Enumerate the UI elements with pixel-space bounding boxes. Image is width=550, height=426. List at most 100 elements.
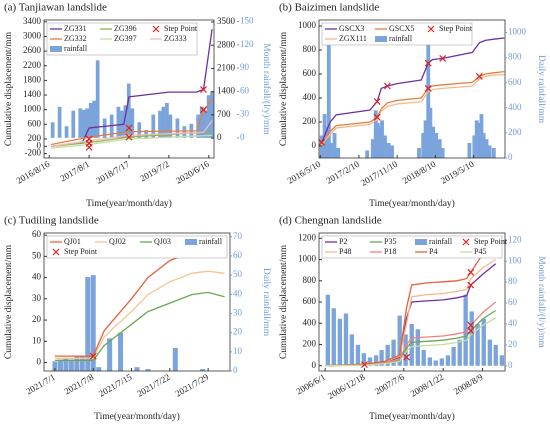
legend-label: rainfall: [389, 34, 413, 43]
y-tick-label: 0: [37, 357, 42, 367]
step-point: [467, 281, 475, 289]
rain-bar: [331, 308, 336, 366]
step-point: [475, 72, 483, 80]
rain-bar: [445, 355, 451, 366]
rain-bar: [328, 142, 333, 158]
y-tick-label: 0: [312, 360, 317, 370]
rain-bar: [487, 339, 493, 366]
panel-title: (b) Baizimen landslide: [279, 2, 379, 14]
rain-bar: [343, 313, 349, 366]
x-axis-label: Time(year/month/day): [86, 198, 172, 209]
y-tick-label: 1800: [23, 74, 42, 84]
y-tick-label: 200: [28, 133, 42, 143]
legend-box: [46, 22, 198, 56]
rain-bar: [373, 110, 378, 158]
y2-axis-label: Month rainfall/(l/y)/mm: [261, 43, 272, 135]
legend-label: ZG396: [114, 24, 137, 33]
rain-bar: [57, 359, 63, 371]
rain-bar: [434, 132, 439, 158]
y3-tick-label: 700: [217, 109, 231, 119]
rain-bar: [200, 369, 206, 371]
step-point: [361, 361, 368, 369]
y2-tick-label: 120: [508, 234, 522, 244]
rain-bar: [457, 339, 462, 366]
y-tick-label: 20: [32, 314, 42, 324]
y2-tick-label: 400: [508, 102, 522, 112]
legend-label: ZG331: [64, 24, 87, 33]
y-tick-label: 0: [312, 140, 317, 150]
rain-bar: [427, 357, 432, 366]
rain-bar: [390, 145, 395, 158]
legend-swatch: [50, 46, 62, 52]
y-axis-label: Cumulative displacement/mm: [4, 31, 14, 146]
x-tick-label: 2021/7/22: [135, 372, 172, 399]
legend-label: P2: [339, 237, 347, 246]
rain-bar: [74, 355, 80, 371]
x-tick-label: 2020/6/16: [174, 159, 211, 186]
legend-label: QJ03: [154, 237, 171, 246]
rain-bar: [383, 135, 387, 158]
y3-tick-label: 3500: [217, 16, 236, 26]
rain-bar: [373, 355, 379, 366]
step-point: [383, 82, 391, 90]
rain-bar: [440, 147, 445, 158]
y2-tick-label: 800: [508, 52, 522, 62]
legend-label: rainfall: [199, 237, 223, 246]
step-point: [467, 321, 475, 329]
y2-tick-label: 50: [233, 269, 243, 279]
step-point: [403, 353, 411, 361]
rain-bar: [144, 130, 149, 138]
rain-bar: [437, 139, 442, 158]
step-point: [85, 143, 93, 151]
rain-bar: [433, 360, 438, 366]
x-tick-label: 2021/7/8: [63, 372, 96, 397]
rain-bar: [428, 107, 433, 158]
y2-tick-label: 90: [240, 62, 250, 72]
rain-bar: [491, 147, 496, 158]
rain-bar: [391, 339, 396, 366]
rain-bar: [463, 294, 468, 366]
rain-bar: [126, 83, 131, 138]
y-tick-label: 30: [32, 293, 42, 303]
x-tick-label: 2007/7/6: [373, 372, 406, 397]
plot-frame: [318, 19, 506, 159]
y2-axis-label: Month rainfall/(l/y)/mm: [536, 256, 547, 348]
step-point: [125, 124, 133, 132]
x-tick-label: 2021/7/29: [174, 372, 211, 399]
rain-bar: [336, 147, 341, 158]
rain-bar: [158, 110, 162, 138]
y3-tick-label: 2800: [217, 39, 236, 49]
rain-bar: [172, 348, 178, 371]
y-tick-label: 1400: [23, 89, 42, 99]
x-tick-label: 2017/8/1: [58, 159, 91, 184]
legend-swatch: [462, 238, 470, 246]
y2-tick-label: 60: [508, 297, 518, 307]
step-point: [200, 86, 207, 93]
rain-bar: [375, 122, 380, 158]
y3-tick-label: 2100: [217, 62, 236, 72]
x-tick-label: 2018/7/17: [94, 159, 131, 186]
y-tick-label: 400: [303, 92, 317, 102]
rain-bar: [199, 106, 204, 138]
y-tick-label: 2600: [23, 45, 42, 55]
y2-tick-label: 100: [508, 255, 522, 265]
y2-tick-label: 0: [240, 132, 245, 142]
step-point: [467, 268, 475, 276]
y2-tick-label: 80: [508, 276, 518, 286]
y-tick-label: 10: [32, 335, 42, 345]
rain-bar: [319, 135, 324, 158]
rain-bar: [52, 361, 58, 371]
y2-axis-label: Daily rainfall/mm: [261, 268, 272, 337]
rain-bar: [118, 332, 124, 371]
y2-tick-label: 40: [508, 318, 518, 328]
rain-bar: [116, 106, 121, 138]
y2-tick-label: 30: [233, 308, 243, 318]
legend-label: P35: [384, 237, 396, 246]
legend-swatch: [427, 25, 435, 33]
legend-label: Step Point: [164, 24, 198, 33]
x-tick-label: 2016/5/10: [286, 159, 323, 186]
rain-bar: [151, 114, 156, 138]
rain-bar: [423, 120, 428, 158]
rain-bar: [380, 120, 384, 158]
